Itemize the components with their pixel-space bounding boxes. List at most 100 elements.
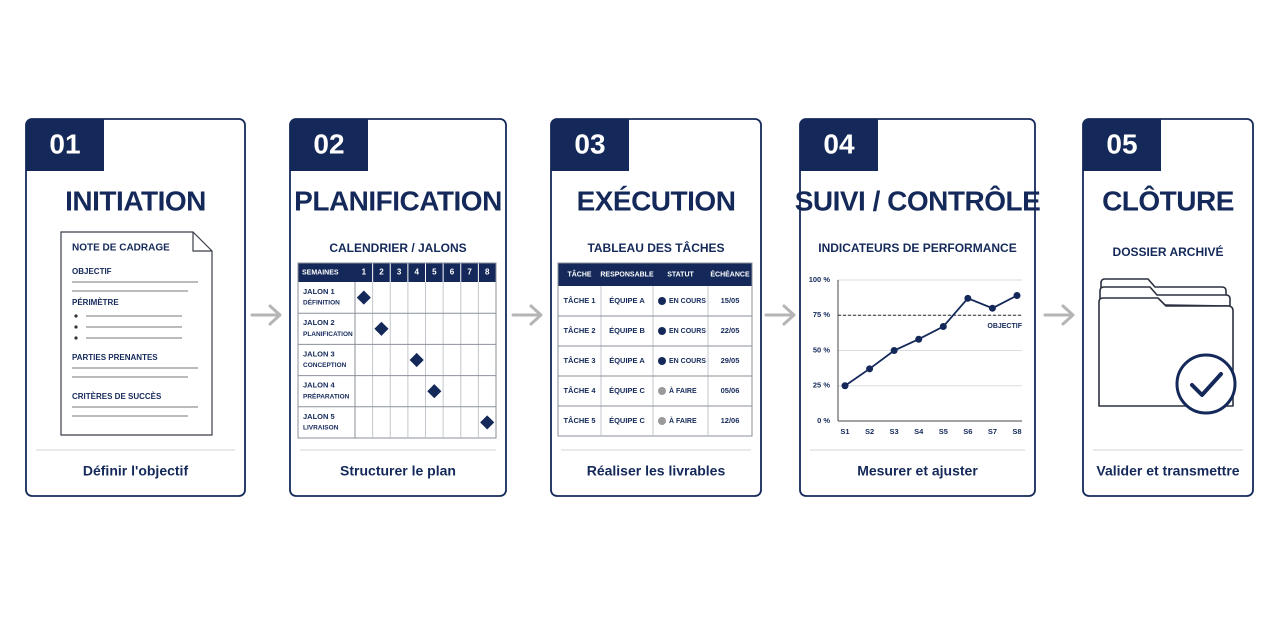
number-badge [1083,119,1161,171]
task-owner: ÉQUIPE C [609,416,645,425]
arrow [764,304,796,326]
gantt-frame [297,262,497,439]
task-status: À FAIRE [669,386,697,395]
number-badge [551,119,629,171]
task-due: 22/05 [721,326,740,335]
document-title: NOTE DE CADRAGE [72,243,170,254]
number-badge [290,119,368,171]
document-section: OBJECTIF [72,267,112,276]
status-dot [658,417,666,425]
milestone-phase: DÉFINITION [303,298,340,307]
data-point [1013,292,1021,300]
step-title: INITIATION [65,185,206,216]
task-status: À FAIRE [669,416,697,425]
x-tick-label: S4 [914,427,924,436]
arrow [1043,304,1075,326]
milestone-phase: LIVRAISON [303,425,339,432]
data-point [866,365,874,373]
card [289,118,507,497]
step-title: SUIVI / CONTRÔLE [795,184,1041,216]
week-label: 6 [450,268,455,277]
task-due: 12/06 [721,416,740,425]
x-tick-label: S5 [939,427,948,436]
x-tick-label: S8 [1012,427,1021,436]
number-badge [26,119,104,171]
milestone-name: JALON 5 [303,412,335,421]
task-status: EN COURS [669,358,706,365]
step-number: 04 [823,128,855,159]
step-title: PLANIFICATION [294,185,502,216]
status-dot [658,327,666,335]
step-number: 05 [1106,128,1137,159]
milestone-name: JALON 4 [303,381,336,390]
week-label: 3 [397,268,402,277]
y-tick-label: 0 % [817,416,830,425]
data-point [841,382,849,390]
step-footer: Mesurer et ajuster [857,463,978,479]
step-footer: Structurer le plan [340,463,456,479]
x-tick-label: S7 [988,427,997,436]
table-frame [557,262,753,437]
task-due: 15/05 [721,296,740,305]
data-point [890,347,898,354]
step-subtitle: CALENDRIER / JALONS [329,241,466,255]
x-tick-label: S6 [963,427,972,436]
task-name: TÂCHE 2 [563,326,595,335]
task-owner: ÉQUIPE A [609,296,645,305]
task-name: TÂCHE 4 [563,386,596,395]
check-circle [1175,353,1237,415]
y-tick-label: 50 % [813,345,830,354]
document-sheet [60,231,213,436]
data-point [939,323,947,331]
table-header-label: STATUT [667,271,694,278]
x-tick-label: S1 [840,427,849,436]
task-status: EN COURS [669,328,706,335]
step-footer: Réaliser les livrables [587,463,726,479]
step-subtitle: DOSSIER ARCHIVÉ [1113,244,1224,259]
week-label: 5 [432,268,437,277]
table-header-label: ÉCHÉANCE [710,269,750,278]
week-label: 7 [467,268,472,277]
status-dot [658,357,666,365]
arrow [250,304,282,326]
document-section: PÉRIMÈTRE [72,298,119,307]
step-number: 03 [574,128,605,159]
step-title: EXÉCUTION [577,185,736,216]
week-label: 4 [414,268,419,277]
target-label: OBJECTIF [987,323,1022,330]
data-point [988,304,996,312]
data-point [964,294,972,302]
task-due: 05/06 [721,386,740,395]
step-subtitle: TABLEAU DES TÂCHES [587,240,724,255]
x-tick-label: S2 [865,427,874,436]
data-line [844,294,1018,387]
milestone [356,290,371,305]
document-section: PARTIES PRENANTES [72,353,158,362]
document-section: CRITÈRES DE SUCCÈS [72,392,162,401]
step-number: 02 [313,128,344,159]
data-point [915,335,923,343]
task-name: TÂCHE 3 [563,356,595,365]
status-dot [658,297,666,305]
step-footer: Valider et transmettre [1096,463,1239,479]
gantt-header [298,263,496,282]
milestone-name: JALON 2 [303,318,335,327]
step-footer: Définir l'objectif [83,463,189,479]
milestone [374,321,389,336]
task-due: 29/05 [721,356,740,365]
week-label: 2 [379,268,384,277]
arrow [511,304,543,326]
y-tick-label: 100 % [809,275,831,284]
card [550,118,762,497]
table-header-label: TÂCHE [567,269,591,278]
table-header [558,263,752,286]
y-tick-label: 25 % [813,381,830,390]
bullet [74,325,78,329]
document-fold [192,232,212,252]
task-name: TÂCHE 1 [563,296,595,305]
milestone-name: JALON 1 [303,287,335,296]
card [799,118,1036,497]
milestone-name: JALON 3 [303,349,335,358]
step-number: 01 [49,128,80,159]
